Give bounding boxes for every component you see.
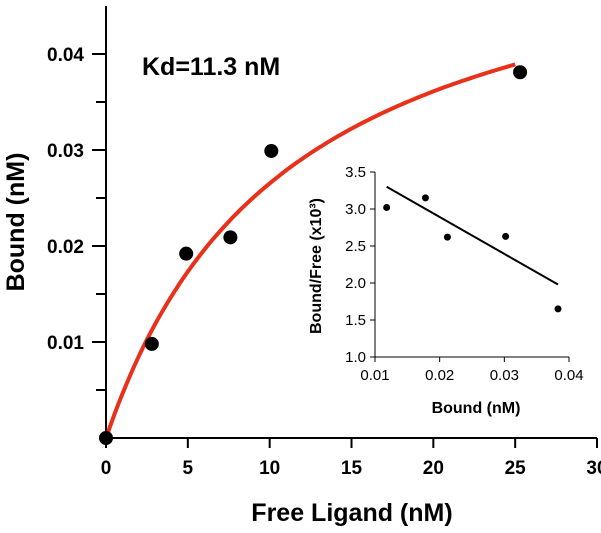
kd-annotation: Kd=11.3 nM [142, 53, 280, 81]
main-x-tick-label: 5 [183, 458, 194, 479]
inset-trendline [386, 185, 559, 286]
main-data-points [99, 65, 528, 445]
inset-y-tick-label: 1.0 [345, 349, 366, 366]
main-y-tick-label: 0.01 [47, 333, 84, 354]
main-x-tick-label: 20 [423, 458, 444, 479]
main-x-tick-label: 0 [101, 458, 112, 479]
inset-ticks: 0.01 0.02 0.03 0.04 1.0 1.5 2.0 2.5 3.0 3.5 [345, 164, 583, 384]
main-y-tick-label: 0.03 [47, 141, 84, 162]
inset-y-tick-label: 3.5 [345, 164, 366, 181]
inset-y-tick-label: 3.0 [345, 201, 366, 218]
inset-data-point [383, 204, 391, 212]
main-x-tick-label: 30 [586, 458, 601, 479]
inset-data-point [421, 194, 429, 202]
main-x-axis-title: Free Ligand (nM) [251, 499, 452, 527]
main-x-tick-label: 25 [505, 458, 527, 479]
inset-x-tick-label: 0.01 [360, 367, 389, 384]
inset-x-tick-label: 0.02 [425, 367, 454, 384]
main-x-tick-label: 15 [341, 458, 363, 479]
inset-y-tick-label: 2.5 [345, 238, 366, 255]
inset-y-axis-title: Bound/Free (x10³) [308, 198, 325, 334]
main-x-tick-label: 10 [259, 458, 280, 479]
inset-x-tick-label: 0.04 [554, 367, 583, 384]
main-y-axis-title: Bound (nM) [2, 153, 30, 292]
inset-data-point [502, 232, 510, 240]
main-data-point [513, 65, 528, 80]
main-data-point [223, 230, 238, 245]
main-y-tick-label: 0.02 [47, 237, 84, 258]
main-data-point [179, 246, 194, 261]
main-data-point [144, 336, 159, 351]
fit-curve [104, 62, 516, 439]
inset-data-point [443, 233, 451, 241]
inset-data-points [383, 194, 562, 313]
inset-y-tick-label: 2.0 [345, 275, 366, 292]
inset-y-tick-label: 1.5 [345, 312, 366, 329]
inset-data-point [554, 305, 562, 313]
inset-x-axis-title: Bound (nM) [432, 400, 521, 417]
main-data-point [264, 143, 279, 158]
main-y-tick-label: 0.04 [47, 45, 84, 66]
main-data-point [99, 431, 113, 445]
inset-x-tick-label: 0.03 [490, 367, 519, 384]
main-ticks: 0 5 10 15 20 25 30 0.01 0.02 0.03 0.04 [47, 45, 601, 479]
